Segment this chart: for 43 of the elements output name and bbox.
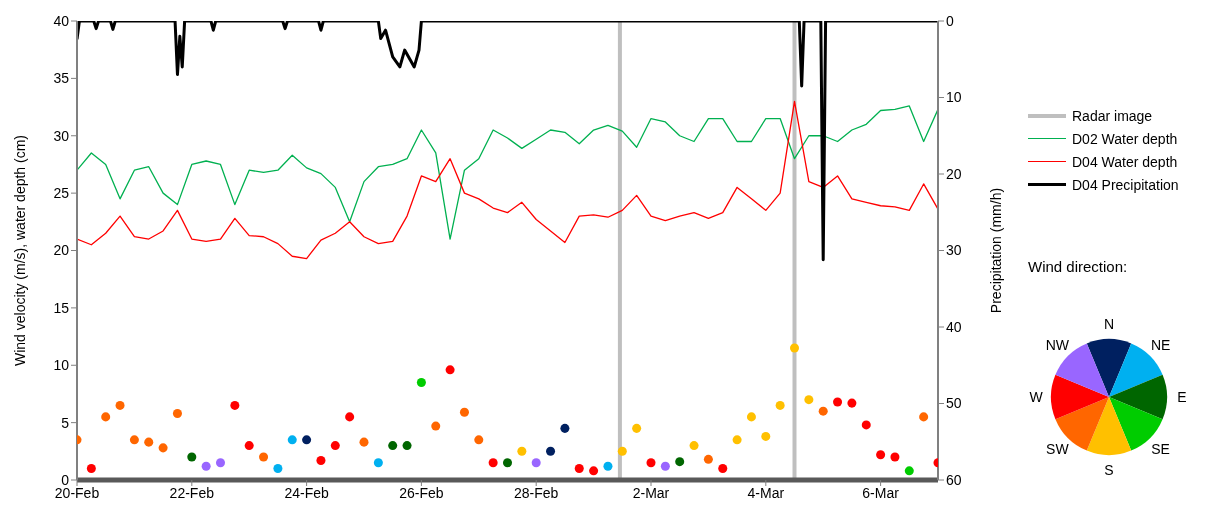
y2-tick-label: 10 [946,89,962,106]
slice-label: SE [1151,440,1170,457]
y2-tick-label: 20 [946,165,962,182]
y-tick-label: 30 [53,127,70,144]
y-tick-label: 20 [53,242,70,259]
y2-tick-label: 60 [946,471,962,488]
y-tick-label: 15 [53,299,70,316]
y2-tick-label: 0 [946,12,954,29]
y-axis-title: Wind velocity (m/s), water depth (cm) [11,134,28,367]
slice-label: W [1029,389,1044,405]
y2-tick-label: 50 [946,395,962,412]
slice-label: N [1103,316,1115,332]
y-tick-label: 35 [53,70,70,87]
x-tick-label: 22-Feb [169,484,215,501]
x-tick-label: 2-Mar [632,484,670,501]
slice-label: E [1177,389,1187,405]
line-series [77,105,938,240]
pie-slice [1086,397,1132,455]
x-tick-label: 4-Mar [747,484,785,501]
pie-slice [1051,374,1109,420]
x-tick-label: 28-Feb [514,484,559,501]
legend-label: D04 Water depth [1072,153,1178,170]
chart-title: Wind direction: [1028,258,1129,277]
slice-label: NW [1045,337,1070,354]
slice-label: S [1104,462,1114,478]
x-tick-label: 6-Mar [862,484,900,501]
y-tick-label: 5 [61,414,70,431]
pie-slice [1086,339,1132,397]
y2-tick-label: 30 [946,242,962,259]
y-tick-label: 10 [53,357,70,374]
y2-axis-title: Precipitation (mm/h) [987,187,1004,314]
y2-tick-label: 40 [946,318,962,335]
x-tick-label: 26-Feb [399,484,444,501]
slice-label: SW [1046,440,1070,457]
pie-slice [1109,374,1167,420]
line-series [77,100,938,260]
y-tick-label: 40 [53,12,70,29]
legend-label: Radar image [1072,107,1153,124]
legend-label: D04 Precipitation [1072,176,1179,193]
legend-label: D02 Water depth [1072,130,1178,147]
y-tick-label: 25 [53,185,70,202]
slice-label: NE [1150,337,1171,354]
x-tick-label: 24-Feb [284,484,329,501]
